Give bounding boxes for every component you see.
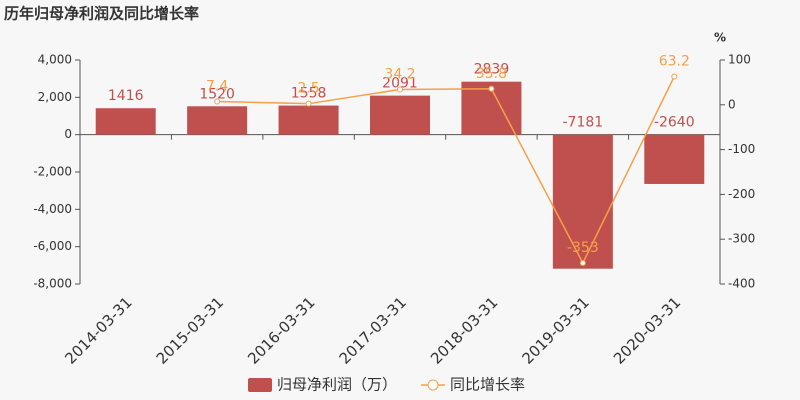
legend-label: 同比增长率 bbox=[450, 376, 525, 394]
line-point bbox=[579, 259, 586, 266]
y-tick-label: -6,000 bbox=[33, 239, 72, 253]
y-tick-label: 4,000 bbox=[38, 53, 72, 67]
legend-swatch-point bbox=[427, 379, 439, 391]
line-point bbox=[488, 85, 495, 92]
line bbox=[217, 76, 675, 265]
y2-tick-label: -100 bbox=[728, 142, 755, 156]
x-tick-label: 2019-03-31 bbox=[518, 293, 592, 367]
line-point bbox=[305, 100, 312, 107]
bar bbox=[187, 106, 248, 135]
x-tick-label: 2018-03-31 bbox=[427, 293, 501, 367]
x-tick-label: 2014-03-31 bbox=[61, 293, 135, 367]
line-label: 2.5 bbox=[297, 81, 319, 97]
legend-swatch bbox=[248, 378, 272, 392]
line-point bbox=[214, 98, 221, 105]
bar bbox=[95, 108, 156, 135]
legend-label: 归母净利润（万） bbox=[277, 376, 397, 394]
line-label: 35.8 bbox=[476, 66, 507, 82]
bar bbox=[370, 95, 430, 135]
x-tick-label: 2015-03-31 bbox=[153, 293, 227, 367]
bar-label: 2091 bbox=[382, 76, 418, 92]
y2-tick-label: 100 bbox=[728, 53, 751, 67]
y-tick-label: 0 bbox=[64, 127, 72, 141]
bar bbox=[278, 105, 339, 135]
bar-label: 1558 bbox=[291, 86, 327, 102]
y-tick-label: -4,000 bbox=[33, 202, 72, 216]
y2-tick-label: -400 bbox=[728, 277, 755, 291]
line-label: 7.4 bbox=[206, 78, 228, 94]
x-tick-label: 2020-03-31 bbox=[610, 293, 684, 367]
chart-title: 历年归母净利润及同比增长率 bbox=[4, 5, 199, 23]
line-point bbox=[397, 86, 403, 93]
line-label: 63.2 bbox=[659, 53, 690, 69]
line-point bbox=[671, 73, 678, 80]
y2-tick-label: 0 bbox=[728, 97, 736, 111]
bar bbox=[644, 134, 705, 184]
y2-tick-label: -300 bbox=[728, 232, 755, 246]
x-tick-label: 2017-03-31 bbox=[336, 293, 410, 367]
bar-label: 1520 bbox=[199, 86, 235, 102]
bar-label: 2839 bbox=[474, 62, 510, 78]
y2-unit: % bbox=[714, 31, 726, 45]
y2-tick-label: -200 bbox=[728, 187, 755, 201]
bar bbox=[552, 134, 613, 269]
x-tick-label: 2016-03-31 bbox=[244, 293, 318, 367]
bar-label: 1416 bbox=[108, 88, 144, 104]
line-label: -353 bbox=[567, 240, 599, 256]
y-tick-label: -2,000 bbox=[33, 165, 72, 179]
y-tick-label: 2,000 bbox=[38, 90, 72, 104]
line-label: 34.2 bbox=[384, 66, 415, 82]
bar-label: -2640 bbox=[654, 115, 695, 131]
y-tick-label: -8,000 bbox=[33, 277, 72, 291]
bar-label: -7181 bbox=[563, 115, 604, 131]
